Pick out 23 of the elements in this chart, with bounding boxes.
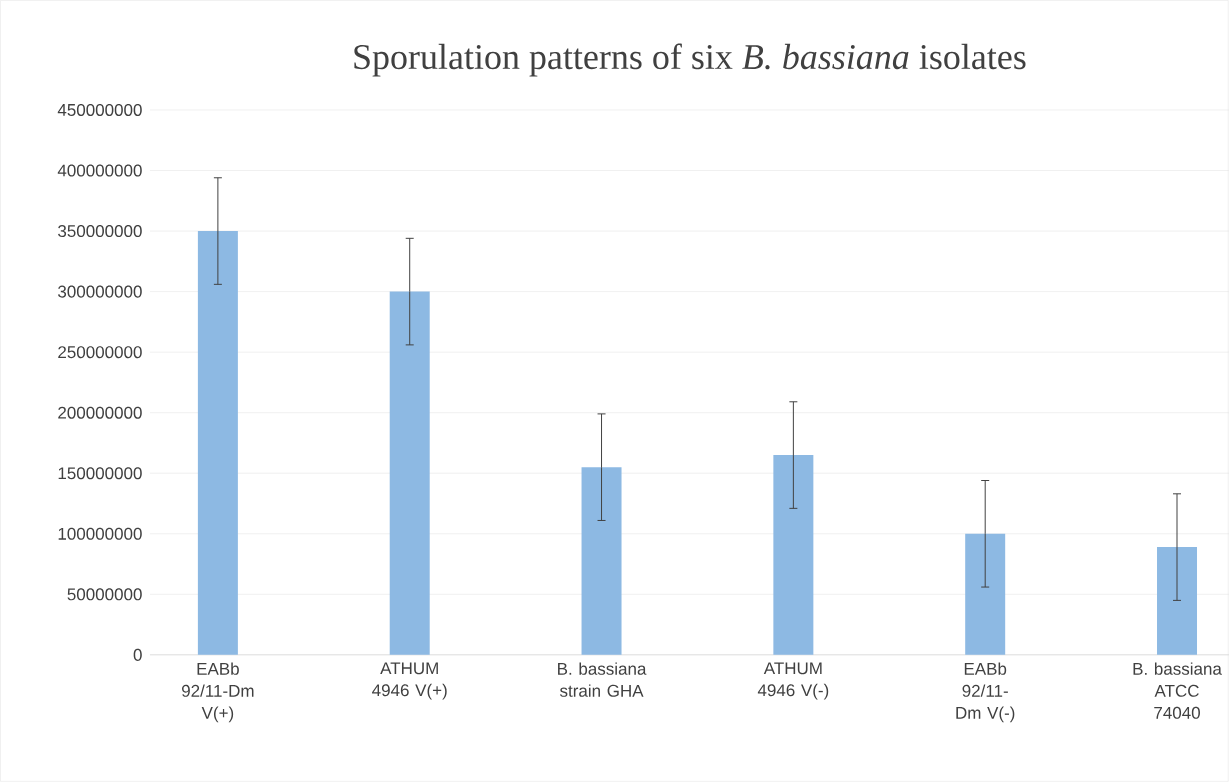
x-tick-label: EABb 92/11-Dm V(-) — [956, 662, 1015, 723]
y-tick-label: 250000000 — [58, 346, 142, 359]
y-tick-label: 100000000 — [58, 527, 142, 540]
y-tick-label: 50000000 — [67, 588, 142, 601]
bar — [197, 231, 238, 655]
bar — [965, 533, 1006, 655]
y-tick-label: 450000000 — [57, 104, 142, 117]
y-tick-label: 300000000 — [58, 285, 142, 298]
chart-title: Sporulation patterns of six B. bassiana isolates — [354, 43, 1026, 77]
x-tick-label: EABb 92/11-Dm V(+) — [182, 662, 254, 723]
x-tick-label: ATHUM 4946 V(+) — [372, 662, 447, 700]
bar — [581, 467, 622, 655]
bar — [1157, 547, 1198, 655]
y-tick-label: 350000000 — [58, 225, 142, 238]
x-tick-label: B. bassiana strain GHA — [558, 662, 647, 697]
bar — [773, 455, 814, 655]
y-tick-label: 150000000 — [58, 467, 142, 480]
x-tick-label: B. bassiana ATCC 74040 — [1133, 662, 1222, 719]
y-tick-label: 200000000 — [58, 406, 142, 419]
bar — [389, 291, 430, 655]
y-tick-label: 400000000 — [57, 164, 142, 177]
x-tick-label: ATHUM 4946 V(-) — [757, 662, 829, 700]
y-tick-label: 0 — [133, 648, 142, 661]
